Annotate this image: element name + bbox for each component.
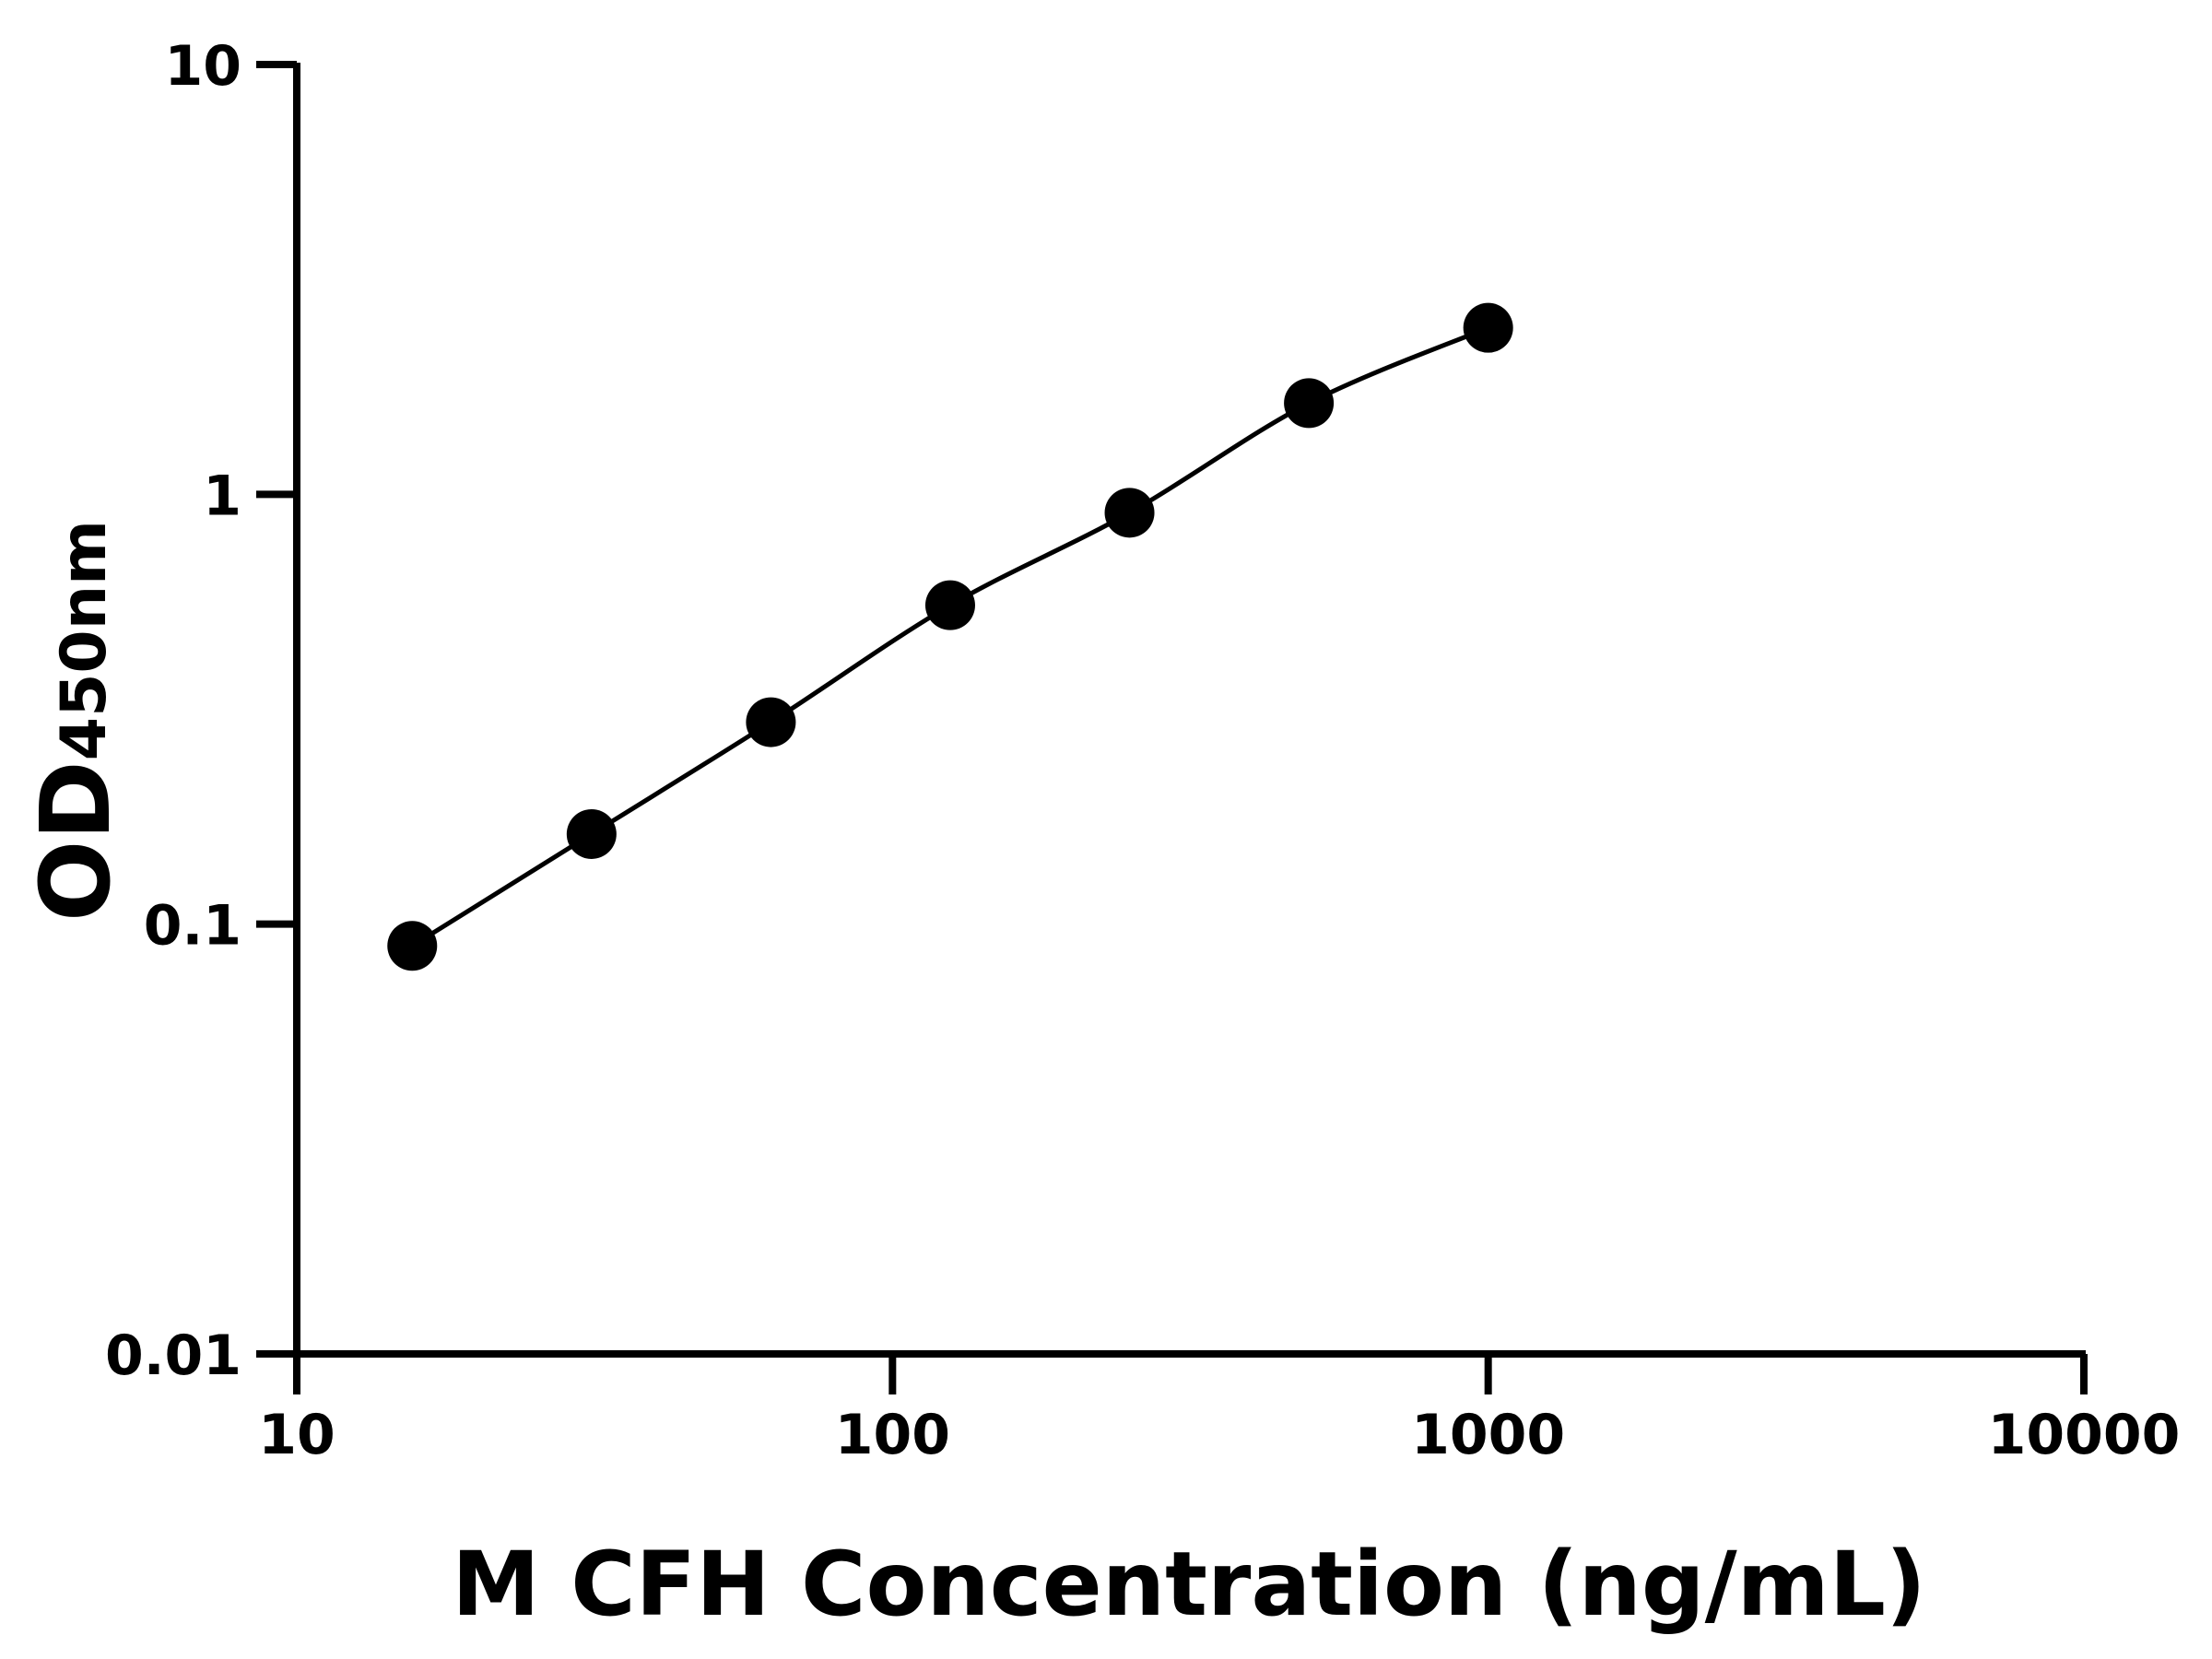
y-axis-label-main: OD [19, 760, 132, 922]
x-tick-label: 100 [835, 1403, 950, 1467]
y-tick-label: 0.01 [105, 1324, 241, 1388]
data-point [1104, 488, 1155, 538]
y-tick-label: 1 [203, 464, 241, 528]
y-axis-label: OD450nm [19, 520, 132, 922]
x-tick-label: 10000 [1988, 1403, 2181, 1467]
y-axis-label-subscript: 450nm [48, 520, 121, 760]
data-point [924, 580, 975, 630]
fit-curve [410, 325, 1489, 948]
y-tick-label: 10 [165, 34, 242, 99]
data-point [1284, 378, 1335, 429]
x-tick-label: 1000 [1411, 1403, 1565, 1467]
data-points [387, 302, 1513, 971]
data-point [387, 921, 438, 971]
x-tick-label: 10 [258, 1403, 335, 1467]
data-point [566, 808, 617, 859]
fit-curve-layer [410, 325, 1489, 948]
y-tick-label: 0.1 [144, 894, 241, 959]
data-point [746, 697, 796, 747]
x-axis-label: M CFH Concentration (ng/mL) [452, 1533, 1925, 1636]
data-point [1463, 302, 1513, 353]
axis-ticks: 10 100 1000 10000 0.01 0.1 1 10 [105, 34, 2180, 1467]
y-axis-label-group: OD450nm [19, 520, 132, 922]
